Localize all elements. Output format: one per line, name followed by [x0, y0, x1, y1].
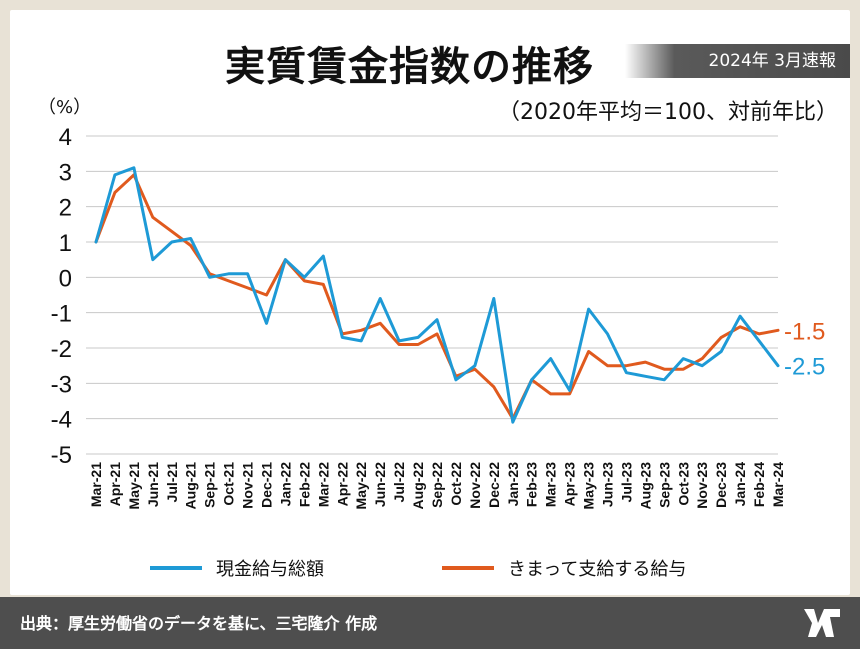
- x-tick-label: Feb-24: [751, 462, 767, 507]
- footer-bar: 出典：厚生労働省のデータを基に、三宅隆介 作成: [0, 597, 860, 649]
- y-tick-label: 2: [59, 195, 72, 222]
- report-badge: 2024年 3月速報: [625, 44, 850, 78]
- series-line-cash: [94, 166, 780, 424]
- x-tick-label: Jun-22: [372, 462, 388, 507]
- x-tick-label: Jun-21: [145, 462, 161, 507]
- x-tick-label: Aug-21: [183, 462, 199, 510]
- x-tick-label: Nov-23: [694, 462, 710, 509]
- x-tick-label: Jul-21: [164, 462, 180, 503]
- legend-swatch-blue: [150, 566, 202, 570]
- legend-swatch-orange: [442, 566, 494, 570]
- y-tick-label: 4: [59, 124, 72, 151]
- x-tick-label: Oct-21: [221, 462, 237, 506]
- x-tick-label: Nov-21: [240, 462, 256, 509]
- x-tick-label: Oct-22: [448, 462, 464, 506]
- x-tick-label: Jun-23: [600, 462, 616, 507]
- x-tick-label: May-23: [581, 462, 597, 510]
- x-tick-label: Dec-23: [713, 462, 729, 508]
- y-tick-label: 1: [59, 230, 72, 257]
- x-tick-label: Apr-23: [562, 462, 578, 507]
- x-tick-label: Nov-22: [467, 462, 483, 509]
- end-label-regular: -1.5: [784, 318, 825, 345]
- y-tick-label: -3: [51, 371, 72, 398]
- x-tick-label: Sep-21: [202, 462, 218, 508]
- x-tick-label: Oct-23: [675, 462, 691, 506]
- x-tick-label: Apr-22: [334, 462, 350, 507]
- brand-logo-icon: [804, 609, 840, 637]
- y-tick-label: 3: [59, 159, 72, 186]
- x-tick-label: Jul-22: [391, 462, 407, 503]
- x-tick-label: Feb-22: [296, 462, 312, 507]
- x-tick-label: Jan-23: [505, 462, 521, 507]
- chart-legend: 現金給与総額 きまって支給する給与: [0, 555, 860, 581]
- y-tick-label: -5: [51, 442, 72, 469]
- x-tick-label: Aug-23: [637, 462, 653, 510]
- x-tick-label: Jul-23: [618, 462, 634, 503]
- x-tick-label: Mar-24: [770, 462, 786, 507]
- chart-frame: [10, 10, 850, 595]
- x-tick-label: May-22: [353, 462, 369, 510]
- x-tick-label: May-21: [126, 462, 142, 510]
- x-tick-label: Sep-23: [656, 462, 672, 508]
- y-tick-label: -1: [51, 301, 72, 328]
- series-line-regular: [94, 173, 780, 421]
- y-tick-label: -4: [51, 407, 72, 434]
- legend-item-regular: きまって支給する給与: [442, 555, 686, 581]
- x-tick-label: Sep-22: [429, 462, 445, 508]
- y-tick-label: -2: [51, 336, 72, 363]
- x-tick-label: Mar-21: [88, 462, 104, 507]
- chart-subtitle: （2020年平均＝100、対前年比）: [498, 100, 838, 125]
- x-tick-label: Apr-21: [107, 462, 123, 507]
- legend-label-cash: 現金給与総額: [216, 559, 324, 580]
- y-tick-label: 0: [59, 265, 72, 292]
- x-tick-label: Jan-24: [732, 462, 748, 507]
- x-tick-label: Aug-22: [410, 462, 426, 510]
- y-axis-unit: （%）: [38, 97, 92, 118]
- source-credit: 出典：厚生労働省のデータを基に、三宅隆介 作成: [20, 614, 378, 633]
- legend-item-cash: 現金給与総額: [150, 555, 324, 581]
- x-tick-label: Mar-22: [315, 462, 331, 507]
- chart-title: 実質賃金指数の推移: [225, 44, 594, 90]
- x-tick-label: Jan-22: [277, 462, 293, 507]
- legend-label-regular: きまって支給する給与: [508, 559, 687, 580]
- x-tick-label: Mar-23: [543, 462, 559, 507]
- x-tick-label: Dec-22: [486, 462, 502, 508]
- x-tick-label: Feb-23: [524, 462, 540, 507]
- end-label-cash: -2.5: [784, 354, 825, 381]
- x-tick-label: Dec-21: [259, 462, 275, 508]
